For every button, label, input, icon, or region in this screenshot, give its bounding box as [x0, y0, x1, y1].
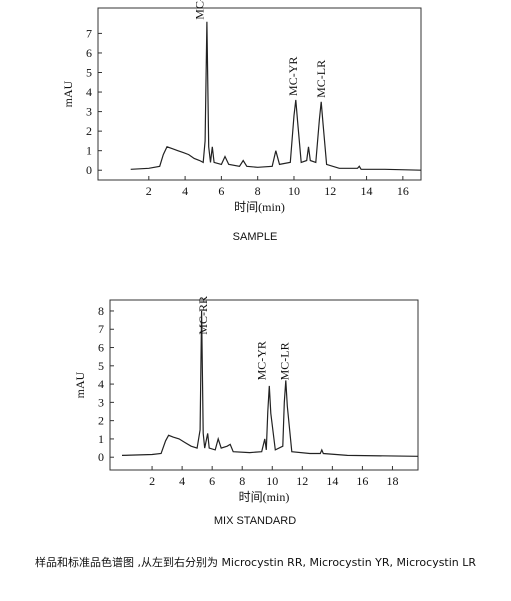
y-tick-label: 1 [98, 432, 104, 446]
y-tick-label: 8 [98, 304, 104, 318]
peak-annotation: MC-YR [286, 57, 300, 96]
x-tick-label: 6 [218, 184, 224, 198]
y-tick-label: 4 [98, 377, 104, 391]
y-tick-label: 0 [98, 450, 104, 464]
y-tick-label: 1 [86, 144, 92, 158]
x-tick-label: 6 [209, 474, 215, 488]
x-tick-label: 16 [356, 474, 368, 488]
x-axis-label: 时间(min) [239, 490, 290, 504]
x-tick-label: 12 [296, 474, 308, 488]
y-tick-label: 0 [86, 163, 92, 177]
y-tick-label: 2 [98, 414, 104, 428]
y-tick-label: 7 [98, 322, 104, 336]
x-tick-label: 4 [182, 184, 188, 198]
plot-frame [97, 7, 422, 181]
x-tick-label: 10 [266, 474, 278, 488]
chart-caption: MIX STANDARD [214, 515, 296, 527]
x-tick-label: 8 [255, 184, 261, 198]
x-tick-label: 8 [239, 474, 245, 488]
x-tick-label: 14 [361, 184, 373, 198]
y-tick-label: 6 [86, 46, 92, 60]
y-tick-label: 5 [98, 359, 104, 373]
x-tick-label: 14 [326, 474, 338, 488]
x-tick-label: 16 [397, 184, 409, 198]
chart-caption: SAMPLE [233, 231, 278, 243]
x-axis-label: 时间(min) [234, 200, 285, 214]
x-tick-label: 2 [149, 474, 155, 488]
x-tick-label: 18 [386, 474, 398, 488]
peak-annotation: MC-LR [277, 342, 291, 380]
y-tick-label: 7 [86, 26, 92, 40]
figure-caption: 样品和标准品色谱图 ,从左到右分别为 Microcystin RR, Micro… [34, 556, 477, 569]
y-axis-label: mAU [61, 80, 75, 107]
x-tick-label: 2 [146, 184, 152, 198]
chromatogram-trace [130, 21, 422, 171]
plot-frame [109, 299, 419, 471]
y-tick-label: 5 [86, 66, 92, 80]
peak-annotation: MC-RR [193, 0, 207, 20]
y-axis-label: mAU [73, 371, 87, 398]
y-tick-label: 4 [86, 85, 92, 99]
chromatogram-trace [121, 310, 419, 457]
y-tick-label: 3 [98, 395, 104, 409]
y-tick-label: 6 [98, 341, 104, 355]
x-tick-label: 10 [288, 184, 300, 198]
y-tick-label: 2 [86, 124, 92, 138]
x-tick-label: 12 [324, 184, 336, 198]
peak-annotation: MC-RR [196, 296, 210, 335]
y-tick-label: 3 [86, 105, 92, 119]
peak-annotation: MC-YR [255, 341, 269, 380]
x-tick-label: 4 [179, 474, 185, 488]
peak-annotation: MC-LR [314, 60, 328, 98]
